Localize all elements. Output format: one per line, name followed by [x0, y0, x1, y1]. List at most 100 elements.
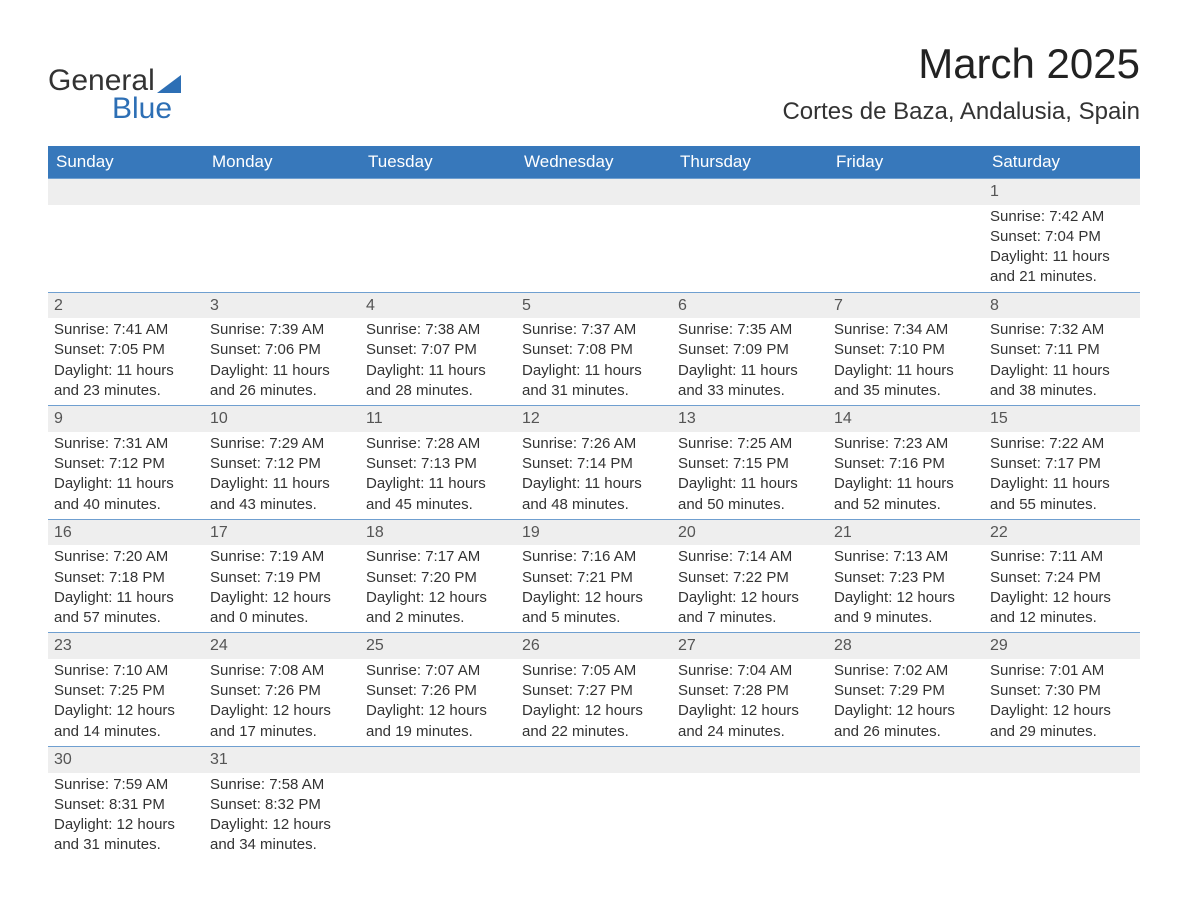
sunset-text: Sunset: 7:17 PM: [990, 454, 1134, 474]
weekday-header: Wednesday: [516, 146, 672, 179]
daylight-line1: Daylight: 11 hours: [366, 361, 510, 381]
daylight-line2: and 9 minutes.: [834, 608, 978, 628]
daylight-line2: and 22 minutes.: [522, 722, 666, 742]
daylight-line1: Daylight: 12 hours: [54, 815, 198, 835]
weekday-header: Sunday: [48, 146, 204, 179]
sunrise-text: Sunrise: 7:08 AM: [210, 661, 354, 681]
day-details: Sunrise: 7:32 AMSunset: 7:11 PMDaylight:…: [984, 318, 1140, 405]
sunset-text: Sunset: 7:22 PM: [678, 568, 822, 588]
calendar-cell: 29Sunrise: 7:01 AMSunset: 7:30 PMDayligh…: [984, 633, 1140, 747]
calendar-cell: 5Sunrise: 7:37 AMSunset: 7:08 PMDaylight…: [516, 292, 672, 406]
calendar-cell: 25Sunrise: 7:07 AMSunset: 7:26 PMDayligh…: [360, 633, 516, 747]
calendar-week: 23Sunrise: 7:10 AMSunset: 7:25 PMDayligh…: [48, 633, 1140, 747]
day-number-empty: [360, 747, 516, 773]
daylight-line1: Daylight: 12 hours: [990, 701, 1134, 721]
daylight-line1: Daylight: 11 hours: [522, 361, 666, 381]
sunset-text: Sunset: 7:12 PM: [210, 454, 354, 474]
weekday-header: Monday: [204, 146, 360, 179]
daylight-line1: Daylight: 12 hours: [678, 588, 822, 608]
calendar-cell: 22Sunrise: 7:11 AMSunset: 7:24 PMDayligh…: [984, 519, 1140, 633]
day-number-empty: [204, 179, 360, 205]
sunset-text: Sunset: 7:25 PM: [54, 681, 198, 701]
day-number: 10: [204, 406, 360, 432]
day-number-empty: [672, 179, 828, 205]
day-number-empty: [360, 179, 516, 205]
calendar-cell: 2Sunrise: 7:41 AMSunset: 7:05 PMDaylight…: [48, 292, 204, 406]
day-number: 26: [516, 633, 672, 659]
calendar-cell: 27Sunrise: 7:04 AMSunset: 7:28 PMDayligh…: [672, 633, 828, 747]
day-details: Sunrise: 7:28 AMSunset: 7:13 PMDaylight:…: [360, 432, 516, 519]
day-number: 27: [672, 633, 828, 659]
calendar-week: 2Sunrise: 7:41 AMSunset: 7:05 PMDaylight…: [48, 292, 1140, 406]
day-number: 4: [360, 293, 516, 319]
sunset-text: Sunset: 7:26 PM: [210, 681, 354, 701]
sunrise-text: Sunrise: 7:39 AM: [210, 320, 354, 340]
sunset-text: Sunset: 7:14 PM: [522, 454, 666, 474]
day-details: Sunrise: 7:26 AMSunset: 7:14 PMDaylight:…: [516, 432, 672, 519]
sunrise-text: Sunrise: 7:37 AM: [522, 320, 666, 340]
calendar-cell: 10Sunrise: 7:29 AMSunset: 7:12 PMDayligh…: [204, 406, 360, 520]
day-details: Sunrise: 7:38 AMSunset: 7:07 PMDaylight:…: [360, 318, 516, 405]
day-number-empty: [984, 747, 1140, 773]
day-number: 1: [984, 179, 1140, 205]
day-details: Sunrise: 7:17 AMSunset: 7:20 PMDaylight:…: [360, 545, 516, 632]
weekday-header: Thursday: [672, 146, 828, 179]
day-details: Sunrise: 7:10 AMSunset: 7:25 PMDaylight:…: [48, 659, 204, 746]
day-number: 23: [48, 633, 204, 659]
daylight-line2: and 28 minutes.: [366, 381, 510, 401]
sunset-text: Sunset: 8:32 PM: [210, 795, 354, 815]
daylight-line2: and 5 minutes.: [522, 608, 666, 628]
calendar-cell: [672, 179, 828, 293]
weekday-header: Saturday: [984, 146, 1140, 179]
day-details: Sunrise: 7:58 AMSunset: 8:32 PMDaylight:…: [204, 773, 360, 860]
daylight-line2: and 43 minutes.: [210, 495, 354, 515]
calendar-cell: 14Sunrise: 7:23 AMSunset: 7:16 PMDayligh…: [828, 406, 984, 520]
weekday-header-row: SundayMondayTuesdayWednesdayThursdayFrid…: [48, 146, 1140, 179]
daylight-line2: and 19 minutes.: [366, 722, 510, 742]
sunrise-text: Sunrise: 7:29 AM: [210, 434, 354, 454]
day-details: Sunrise: 7:07 AMSunset: 7:26 PMDaylight:…: [360, 659, 516, 746]
calendar-cell: [204, 179, 360, 293]
day-details: Sunrise: 7:22 AMSunset: 7:17 PMDaylight:…: [984, 432, 1140, 519]
sunrise-text: Sunrise: 7:28 AM: [366, 434, 510, 454]
day-number: 18: [360, 520, 516, 546]
daylight-line2: and 50 minutes.: [678, 495, 822, 515]
calendar-cell: 26Sunrise: 7:05 AMSunset: 7:27 PMDayligh…: [516, 633, 672, 747]
sunrise-text: Sunrise: 7:13 AM: [834, 547, 978, 567]
sunset-text: Sunset: 7:04 PM: [990, 227, 1134, 247]
daylight-line1: Daylight: 12 hours: [990, 588, 1134, 608]
sunset-text: Sunset: 7:26 PM: [366, 681, 510, 701]
daylight-line2: and 57 minutes.: [54, 608, 198, 628]
daylight-line1: Daylight: 11 hours: [990, 474, 1134, 494]
day-number-empty: [672, 747, 828, 773]
day-details: Sunrise: 7:23 AMSunset: 7:16 PMDaylight:…: [828, 432, 984, 519]
sunset-text: Sunset: 7:12 PM: [54, 454, 198, 474]
day-number: 31: [204, 747, 360, 773]
day-number: 6: [672, 293, 828, 319]
sunset-text: Sunset: 7:07 PM: [366, 340, 510, 360]
calendar-table: SundayMondayTuesdayWednesdayThursdayFrid…: [48, 146, 1140, 860]
sunrise-text: Sunrise: 7:42 AM: [990, 207, 1134, 227]
day-number: 16: [48, 520, 204, 546]
sunrise-text: Sunrise: 7:07 AM: [366, 661, 510, 681]
daylight-line2: and 26 minutes.: [210, 381, 354, 401]
sunrise-text: Sunrise: 7:04 AM: [678, 661, 822, 681]
daylight-line1: Daylight: 11 hours: [834, 361, 978, 381]
daylight-line1: Daylight: 12 hours: [210, 815, 354, 835]
daylight-line1: Daylight: 11 hours: [522, 474, 666, 494]
daylight-line2: and 34 minutes.: [210, 835, 354, 855]
daylight-line2: and 12 minutes.: [990, 608, 1134, 628]
day-number-empty: [48, 179, 204, 205]
daylight-line1: Daylight: 11 hours: [366, 474, 510, 494]
sunset-text: Sunset: 7:27 PM: [522, 681, 666, 701]
day-details: Sunrise: 7:13 AMSunset: 7:23 PMDaylight:…: [828, 545, 984, 632]
calendar-body: 1Sunrise: 7:42 AMSunset: 7:04 PM Daylight…: [48, 179, 1140, 860]
day-number: 13: [672, 406, 828, 432]
sunset-text: Sunset: 7:24 PM: [990, 568, 1134, 588]
sunset-text: Sunset: 7:18 PM: [54, 568, 198, 588]
brand-logo: General Blue: [48, 64, 181, 126]
sunset-text: Sunset: 7:20 PM: [366, 568, 510, 588]
daylight-line1: Daylight: 12 hours: [210, 588, 354, 608]
day-number-empty: [516, 179, 672, 205]
day-number: 28: [828, 633, 984, 659]
